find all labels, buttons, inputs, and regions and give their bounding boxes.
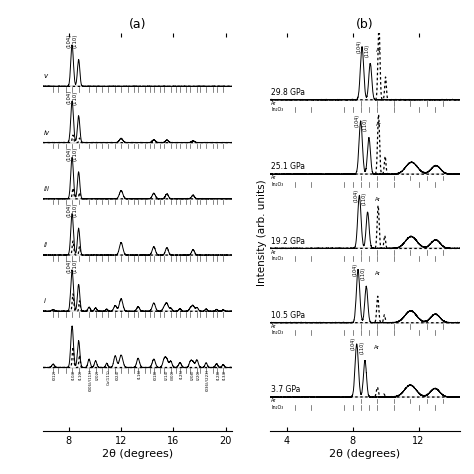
Text: Ar: Ar [375, 271, 381, 276]
Text: (110): (110) [73, 34, 78, 48]
Text: Ar: Ar [374, 345, 380, 350]
Text: (104): (104) [66, 202, 72, 217]
Text: 3.7 GPa: 3.7 GPa [271, 385, 301, 394]
Text: Ar: Ar [271, 398, 276, 403]
Text: Ar: Ar [271, 324, 276, 329]
Text: (134): (134) [223, 369, 227, 380]
Text: In₂O₃: In₂O₃ [271, 108, 283, 112]
Text: i: i [43, 298, 46, 304]
X-axis label: 2θ (degrees): 2θ (degrees) [329, 449, 401, 459]
Text: Ar: Ar [376, 48, 382, 53]
Text: (024): (024) [115, 369, 119, 380]
Text: Ar: Ar [271, 175, 276, 181]
Text: (110): (110) [73, 259, 78, 273]
Text: Ar: Ar [375, 122, 382, 128]
Text: (018): (018) [154, 369, 158, 380]
Title: (b): (b) [356, 18, 374, 31]
Text: (110): (110) [73, 203, 78, 217]
Text: 19.2 GPa: 19.2 GPa [271, 237, 305, 246]
Text: 10.5 GPa: 10.5 GPa [271, 311, 305, 320]
Text: (104): (104) [352, 263, 357, 276]
Text: (208): (208) [191, 369, 194, 380]
Text: (012): (012) [53, 369, 57, 380]
Text: (104): (104) [66, 146, 72, 161]
Y-axis label: Intensity (arb. units): Intensity (arb. units) [257, 179, 267, 285]
Title: (a): (a) [129, 18, 146, 31]
Text: (128): (128) [217, 369, 220, 380]
Text: (104): (104) [66, 259, 72, 273]
Text: (104): (104) [66, 90, 72, 104]
Text: iii: iii [43, 186, 49, 192]
Text: (104): (104) [356, 40, 361, 53]
Text: (110): (110) [365, 44, 369, 57]
Text: (104): (104) [66, 34, 72, 48]
Text: (006)/(113): (006)/(113) [89, 369, 93, 391]
Text: Ar: Ar [271, 101, 276, 106]
Text: (110): (110) [360, 267, 365, 280]
Text: Ar: Ar [271, 250, 276, 255]
X-axis label: 2θ (degrees): 2θ (degrees) [102, 449, 173, 459]
Text: Ar: Ar [375, 197, 381, 201]
Text: v: v [43, 73, 47, 79]
Text: In₂O₃: In₂O₃ [271, 330, 283, 335]
Text: In₂O₃: In₂O₃ [271, 182, 283, 187]
Text: Cu(111): Cu(111) [107, 369, 111, 385]
Text: (104): (104) [354, 189, 358, 201]
Text: (104): (104) [72, 369, 76, 380]
Text: (125): (125) [180, 369, 184, 379]
Text: (036)/(223): (036)/(223) [206, 369, 210, 391]
Text: (110): (110) [73, 90, 78, 105]
Text: ii: ii [43, 242, 47, 248]
Text: (104): (104) [355, 114, 360, 128]
Text: (110): (110) [359, 341, 364, 354]
Text: iv: iv [43, 129, 49, 136]
Text: (220): (220) [197, 369, 201, 380]
Text: (116): (116) [138, 369, 142, 379]
Text: (214): (214) [164, 369, 168, 380]
Text: (110): (110) [363, 118, 368, 131]
Text: (300): (300) [171, 369, 175, 380]
Text: (110): (110) [73, 146, 78, 161]
Text: (110): (110) [362, 192, 367, 206]
Text: In₂O₃: In₂O₃ [271, 405, 283, 410]
Text: (104): (104) [351, 337, 356, 350]
Text: 29.8 GPa: 29.8 GPa [271, 88, 305, 97]
Text: (110): (110) [79, 369, 82, 380]
Text: 25.1 GPa: 25.1 GPa [271, 162, 305, 171]
Text: (202): (202) [96, 369, 100, 380]
Text: In₂O₃: In₂O₃ [271, 256, 283, 261]
